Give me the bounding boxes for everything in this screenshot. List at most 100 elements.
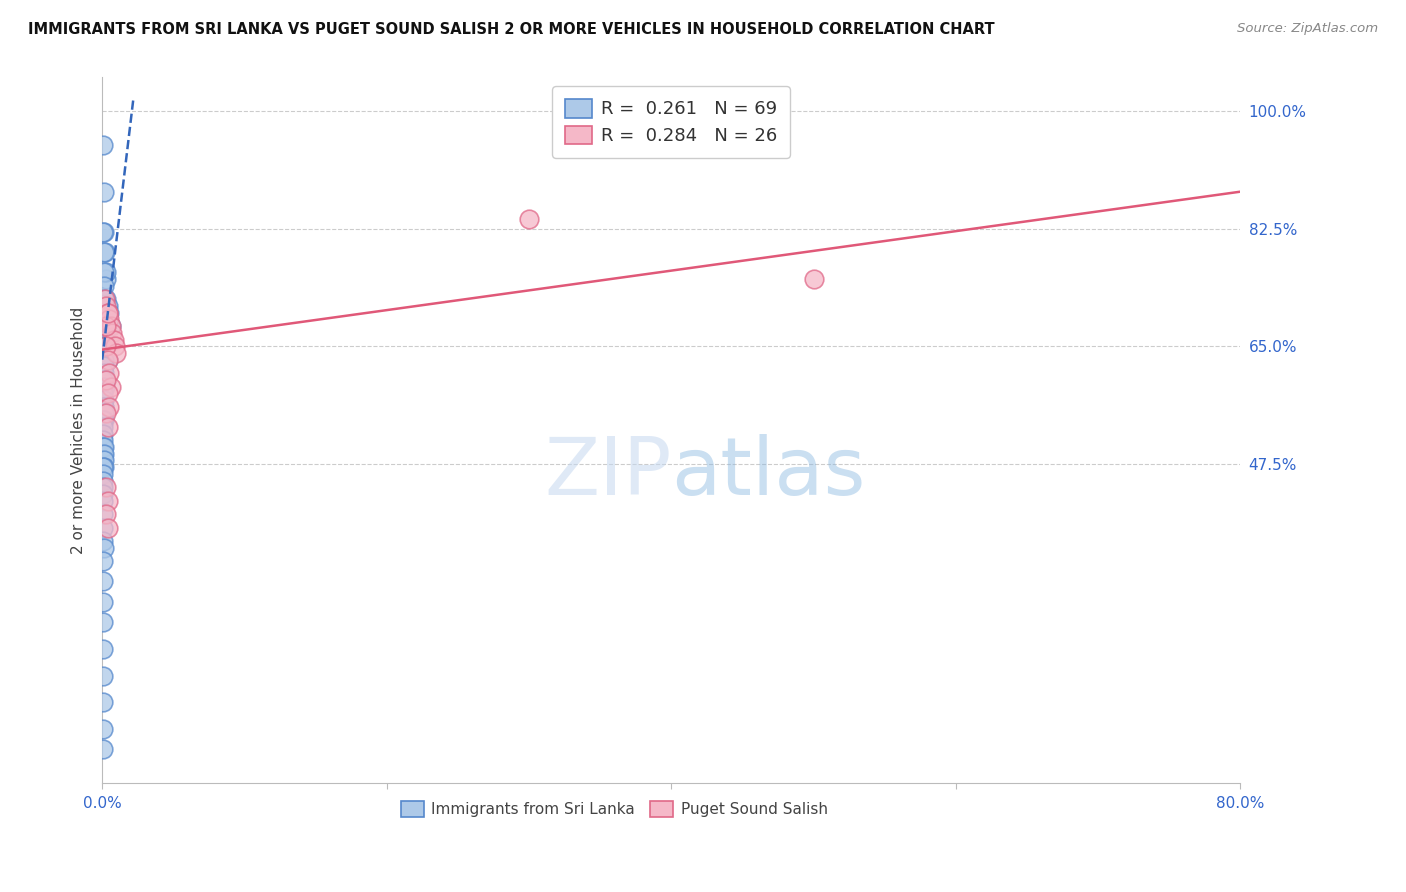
Point [94,379,117,393]
Point [94,245,117,260]
Point [91,373,114,387]
Point [97,493,120,508]
Point [91,574,114,589]
Point [91,305,114,319]
Point [93,366,115,380]
Point [93,292,115,306]
Point [93,278,115,293]
Point [96,508,118,522]
Point [96,480,118,494]
Point [517,211,540,226]
Point [93,541,115,555]
Point [94,272,117,286]
Point [91,742,114,756]
Point [93,447,115,461]
Point [91,480,114,494]
Point [803,272,825,286]
Point [91,615,114,629]
Point [100,379,122,393]
Point [91,413,114,427]
Point [93,400,115,414]
Point [91,460,114,475]
Point [91,594,114,608]
Point [96,339,118,353]
Point [91,723,114,737]
Point [96,299,118,313]
Text: atlas: atlas [671,434,866,512]
Point [93,406,115,420]
Point [100,319,122,334]
Point [91,554,114,568]
Point [96,292,118,306]
Point [91,379,114,393]
Text: ZIP: ZIP [544,434,671,512]
Point [94,319,117,334]
Text: IMMIGRANTS FROM SRI LANKA VS PUGET SOUND SALISH 2 OR MORE VEHICLES IN HOUSEHOLD : IMMIGRANTS FROM SRI LANKA VS PUGET SOUND… [28,22,995,37]
Point [91,493,114,508]
Point [91,440,114,454]
Point [97,305,120,319]
Point [105,346,128,360]
Point [93,225,115,239]
Point [93,185,115,199]
Point [91,392,114,407]
Point [98,366,121,380]
Point [94,373,117,387]
Point [93,339,115,353]
Point [97,352,120,367]
Point [94,326,117,340]
Point [96,265,118,279]
Point [93,359,115,374]
Point [93,406,115,420]
Point [91,137,114,152]
Point [93,359,115,374]
Point [91,426,114,441]
Point [91,641,114,656]
Point [93,352,115,367]
Y-axis label: 2 or more Vehicles in Household: 2 or more Vehicles in Household [72,307,86,554]
Point [94,292,117,306]
Point [97,420,120,434]
Point [96,406,118,420]
Point [93,400,115,414]
Point [91,508,114,522]
Point [93,392,115,407]
Point [91,386,114,401]
Legend: Immigrants from Sri Lanka, Puget Sound Salish: Immigrants from Sri Lanka, Puget Sound S… [394,794,835,825]
Point [104,339,127,353]
Point [91,225,114,239]
Point [93,245,115,260]
Point [91,447,114,461]
Point [93,440,115,454]
Point [96,373,118,387]
Point [97,521,120,535]
Point [93,460,115,475]
Text: Source: ZipAtlas.com: Source: ZipAtlas.com [1237,22,1378,36]
Point [97,305,120,319]
Point [91,319,114,334]
Point [101,326,124,340]
Point [91,420,114,434]
Point [91,521,114,535]
Point [97,386,120,401]
Point [98,305,121,319]
Point [96,319,118,334]
Point [100,319,122,334]
Point [91,467,114,481]
Point [91,534,114,549]
Point [97,299,120,313]
Point [91,487,114,501]
Point [93,453,115,467]
Point [91,668,114,682]
Point [93,333,115,347]
Point [91,434,114,448]
Point [91,474,114,488]
Point [91,695,114,709]
Point [103,333,125,347]
Point [94,305,117,319]
Point [93,265,115,279]
Point [96,339,118,353]
Point [97,352,120,367]
Point [98,312,121,326]
Point [98,400,121,414]
